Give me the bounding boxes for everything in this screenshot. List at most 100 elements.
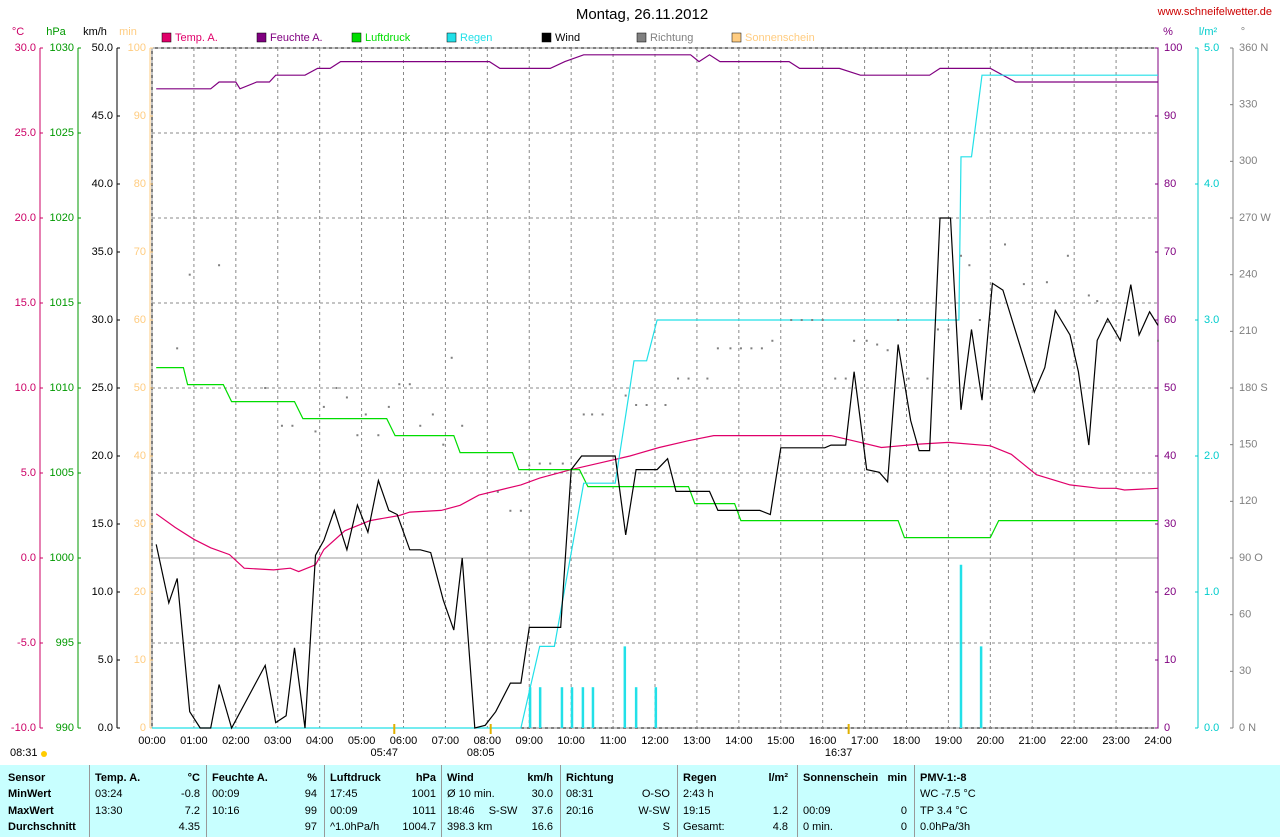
direction-dot [739, 347, 742, 350]
y-tick-label: 25.0 [92, 382, 113, 394]
y-tick-label: 30 [134, 518, 146, 530]
table-cell: ^1.0hPa/h 1004.7 [330, 819, 436, 835]
y-tick-label: 270 W [1239, 212, 1271, 224]
direction-dot [968, 264, 971, 267]
y-tick-label: 40 [1164, 450, 1176, 462]
table-cell: Gesamt: 4.8 [683, 819, 788, 835]
cell-text: 4.35 [178, 821, 200, 833]
y-tick-label: 90 [134, 110, 146, 122]
direction-dot [1106, 320, 1109, 323]
x-tick-label: 15:00 [767, 735, 795, 747]
cell-text: 17:45 [330, 788, 358, 800]
x-tick-label: 21:00 [1018, 735, 1046, 747]
direction-dot [280, 424, 283, 427]
x-tick-label: 12:00 [641, 735, 669, 747]
direction-dot [771, 339, 774, 342]
series-line [156, 367, 1158, 539]
table-cell: 00:09 94 [212, 786, 317, 802]
direction-dot [528, 464, 531, 467]
direction-dot [947, 328, 950, 331]
x-tick-label: 04:00 [306, 735, 334, 747]
cell-text: MinWert [8, 788, 52, 800]
footer-note: 08:31 [10, 747, 38, 759]
direction-dot [335, 387, 338, 389]
table-cell: 00:09 1011 [330, 803, 436, 819]
direction-dot [549, 462, 552, 465]
y-tick-label: 90 O [1239, 552, 1263, 564]
direction-dot [760, 347, 763, 350]
direction-dot [865, 339, 868, 342]
y-tick-label: 1025 [50, 127, 74, 139]
cell-text: 0.0hPa/3h [920, 821, 971, 833]
y-tick-label: 1020 [50, 212, 74, 224]
table-cell: MaxWert [8, 803, 86, 819]
cell-text: Feuchte A. [212, 772, 268, 784]
y-tick-label: 990 [56, 722, 74, 734]
y-tick-label: 60 [1164, 314, 1176, 326]
cell-text: 2:43 h [683, 788, 714, 800]
direction-dot [907, 377, 910, 380]
direction-dot [624, 394, 627, 397]
legend-swatch [541, 32, 552, 43]
y-tick-label: 0 [1164, 722, 1170, 734]
cell-text: Temp. A. [95, 772, 141, 784]
x-tick-label: 00:00 [138, 735, 166, 747]
source: www.schneifelwetter.de [1157, 6, 1272, 18]
y-tick-label: 150 [1239, 439, 1257, 451]
cell-text: 1001 [411, 788, 436, 800]
column-separator [560, 765, 561, 837]
y-tick-label: 120 [1239, 495, 1257, 507]
cell-text: WC -7.5 °C [920, 788, 976, 800]
y-tick-label: 2.0 [1204, 450, 1219, 462]
table-cell: 03:24 -0.8 [95, 786, 200, 802]
table-cell: Temp. A. °C [95, 770, 200, 786]
summary-table: Sensor Temp. A. °C Feuchte A.% Luftdruck hPa W… [0, 765, 1280, 837]
axis-unit: km/h [83, 26, 107, 38]
series-line [152, 74, 1158, 729]
direction-dot [1022, 283, 1025, 286]
x-tick-label: 08:00 [474, 735, 502, 747]
direction-dot [322, 405, 325, 408]
table-cell: 20:16 W-SW [566, 803, 670, 819]
cell-text: Luftdruck [330, 772, 381, 784]
cell-text: Durchschnitt [8, 821, 76, 833]
legend-swatch [256, 32, 267, 43]
direction-dot [687, 377, 690, 380]
table-cell: 19:15 1.2 [683, 803, 788, 819]
cell-text: ^1.0hPa/h [330, 821, 380, 833]
direction-dot [876, 343, 879, 346]
table-cell: 0 min. 0 [803, 819, 907, 835]
legend-label: Sonnenschein [745, 32, 815, 44]
y-tick-label: 180 S [1239, 382, 1268, 394]
cell-text: 7.2 [184, 804, 200, 817]
table-cell: TP 3.4 °C [920, 803, 1010, 819]
legend-label: Feuchte A. [270, 32, 323, 44]
y-tick-label: 30.0 [15, 42, 36, 54]
direction-dot [936, 328, 939, 331]
direction-dot [561, 462, 564, 465]
cell-text: 4.8 [772, 821, 788, 833]
table-cell: MinWert [8, 786, 86, 802]
cell-text: Ø 10 min. [447, 788, 495, 800]
cell-text: 20:16 [566, 804, 594, 817]
y-tick-label: 995 [56, 637, 74, 649]
cell-text: 03:24 [95, 788, 123, 800]
series-line [155, 435, 1159, 573]
table-cell: PMV-1:-8 [920, 770, 1010, 786]
y-tick-label: 1010 [50, 382, 74, 394]
column-separator [914, 765, 915, 837]
column-separator [89, 765, 90, 837]
table-cell: 17:45 1001 [330, 786, 436, 802]
direction-dot [635, 404, 638, 406]
y-tick-label: 5.0 [21, 467, 36, 479]
x-tick-label: 19:00 [935, 735, 963, 747]
x-tick-label: 03:00 [264, 735, 292, 747]
y-tick-label: 70 [1164, 246, 1176, 258]
x-tick-label: 23:00 [1102, 735, 1130, 747]
x-tick-label: 24:00 [1144, 735, 1172, 747]
y-tick-label: 3.0 [1204, 314, 1219, 326]
direction-dot [1087, 294, 1090, 297]
direction-dot [706, 377, 709, 380]
direction-dot [218, 264, 221, 267]
cell-text: min [887, 772, 907, 784]
